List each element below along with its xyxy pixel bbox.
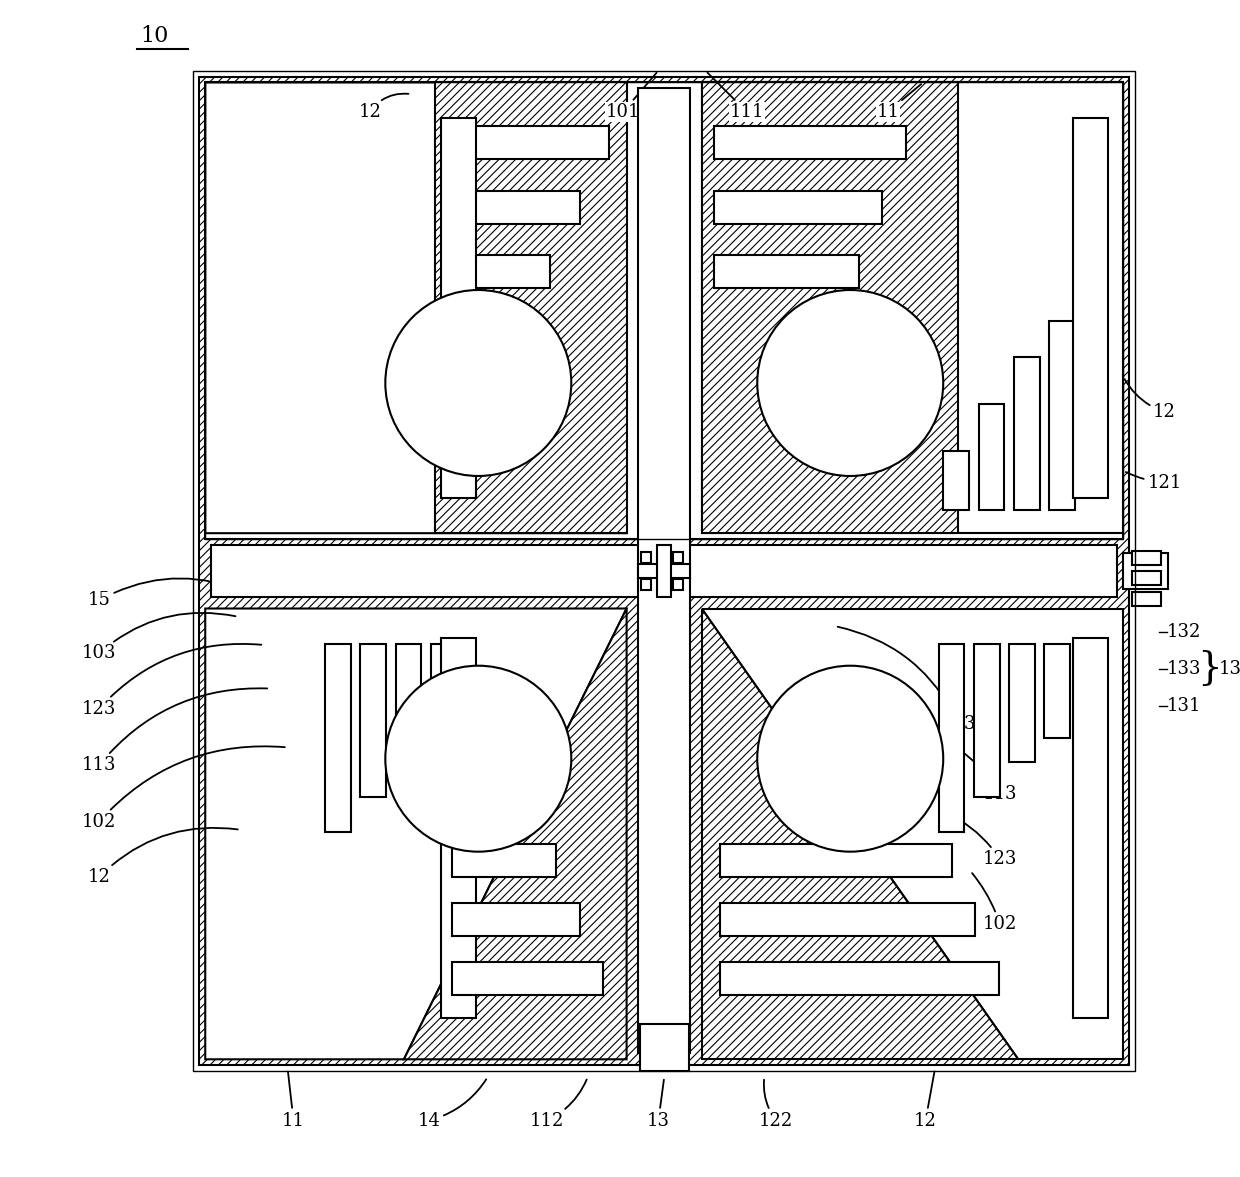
Bar [453,844,556,877]
Text: 103: 103 [82,613,236,663]
Bar [206,82,1123,539]
Circle shape [758,290,944,476]
Bar [714,255,859,288]
Bar [193,71,1135,1071]
Polygon shape [206,82,626,533]
Text: 131: 131 [1167,697,1202,716]
Bar [714,126,906,159]
Text: 111: 111 [708,73,764,121]
Polygon shape [702,609,1018,1059]
Text: 12: 12 [358,94,408,121]
Bar [1132,571,1161,585]
Bar [1132,551,1161,565]
Bar [1073,638,1109,1018]
Bar [453,962,603,995]
Bar [719,903,976,936]
Text: 103: 103 [838,626,976,733]
Bar [672,552,683,563]
Text: 133: 133 [1167,659,1202,678]
Bar [1123,553,1168,588]
Bar [640,1024,689,1071]
Text: 102: 102 [972,873,1017,933]
Text: 113: 113 [920,731,1017,804]
Text: }: } [1198,650,1223,687]
Text: 123: 123 [82,644,262,718]
Bar [396,644,422,762]
Bar [360,644,386,797]
Bar [714,191,883,224]
Polygon shape [702,609,1123,1059]
Bar [453,903,579,936]
Bar [1014,357,1039,510]
Bar [325,644,351,832]
Polygon shape [206,609,626,1059]
Bar [440,638,476,1018]
Bar [1073,118,1109,498]
Text: 121: 121 [1126,472,1182,492]
Bar [639,564,691,578]
Text: 12: 12 [88,827,238,886]
Bar [440,118,476,498]
Text: 10: 10 [140,25,169,47]
Bar [453,126,609,159]
Bar [430,644,456,738]
Polygon shape [702,82,957,533]
Bar [973,644,999,797]
Bar [944,451,970,510]
Circle shape [386,290,572,476]
Text: 15: 15 [88,578,248,610]
Bar [453,255,551,288]
Text: 112: 112 [529,1079,587,1130]
Polygon shape [404,609,626,1059]
Text: 13: 13 [1219,659,1240,678]
Bar [657,545,671,597]
Circle shape [758,666,944,852]
Text: 12: 12 [914,1071,937,1130]
Bar [641,579,651,590]
Bar [719,962,999,995]
Bar [719,844,952,877]
Text: 11: 11 [877,85,921,121]
Bar [978,404,1004,510]
Bar [639,88,691,1053]
Text: 11: 11 [281,1071,305,1130]
Text: 13: 13 [647,1079,670,1130]
Bar [1009,644,1035,762]
Text: 12: 12 [1125,379,1176,421]
Bar [1049,321,1075,510]
Polygon shape [702,82,1123,533]
Bar [200,77,1130,1065]
Text: 123: 123 [947,813,1017,869]
Polygon shape [435,82,626,533]
Bar [641,552,651,563]
Text: 132: 132 [1167,623,1202,641]
Bar [211,545,1117,597]
Text: 113: 113 [82,689,267,774]
Bar [453,191,579,224]
Bar [672,579,683,590]
Text: 122: 122 [759,1079,794,1130]
Bar [1132,592,1161,606]
Text: 102: 102 [82,746,285,831]
Bar [939,644,965,832]
Circle shape [386,666,572,852]
Text: 14: 14 [418,1079,486,1130]
Bar [206,82,1123,539]
Text: 101: 101 [606,73,656,121]
Bar [1044,644,1070,738]
